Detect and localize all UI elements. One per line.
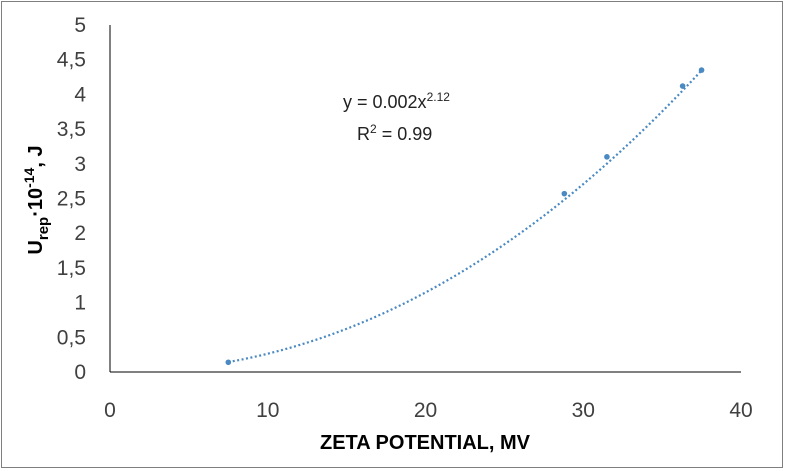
y-tick-labels: 0 0,5 1 1,5 2 2,5 3 3,5 4 4,5 5 bbox=[57, 14, 87, 384]
x-axis-label: ZETA POTENTIAL, MV bbox=[320, 432, 531, 454]
y-tick-label: 1,5 bbox=[57, 257, 86, 280]
y-tick-label: 1 bbox=[74, 292, 86, 315]
trend-equation: y = 0.002x2.12 bbox=[343, 90, 450, 112]
x-tick-labels: 0 10 20 30 40 bbox=[104, 399, 753, 422]
data-point bbox=[225, 359, 232, 366]
y-tick-label: 2 bbox=[74, 222, 86, 245]
x-tick-label: 0 bbox=[104, 399, 116, 422]
y-tick-label: 0,5 bbox=[57, 326, 86, 349]
y-axis-label: Urep·10-14, J bbox=[21, 145, 52, 254]
data-point bbox=[604, 154, 610, 160]
y-tick-label: 0 bbox=[74, 361, 86, 384]
x-tick-label: 40 bbox=[729, 399, 752, 422]
data-point bbox=[698, 67, 705, 73]
y-tick-label: 4,5 bbox=[57, 49, 86, 72]
y-tick-label: 2,5 bbox=[57, 188, 86, 211]
y-tick-label: 4 bbox=[74, 83, 86, 106]
x-tick-label: 10 bbox=[256, 399, 279, 422]
y-tick-label: 3,5 bbox=[57, 118, 86, 141]
data-point bbox=[679, 83, 686, 89]
y-tick-label: 3 bbox=[74, 153, 86, 176]
x-tick-label: 20 bbox=[414, 399, 437, 422]
data-points bbox=[225, 67, 705, 366]
r-squared-label: R2 = 0.99 bbox=[357, 122, 432, 144]
trendline bbox=[228, 69, 703, 364]
y-tick-label: 5 bbox=[74, 14, 86, 37]
x-tick-label: 30 bbox=[572, 399, 595, 422]
axes bbox=[109, 25, 741, 373]
data-point bbox=[561, 190, 568, 197]
